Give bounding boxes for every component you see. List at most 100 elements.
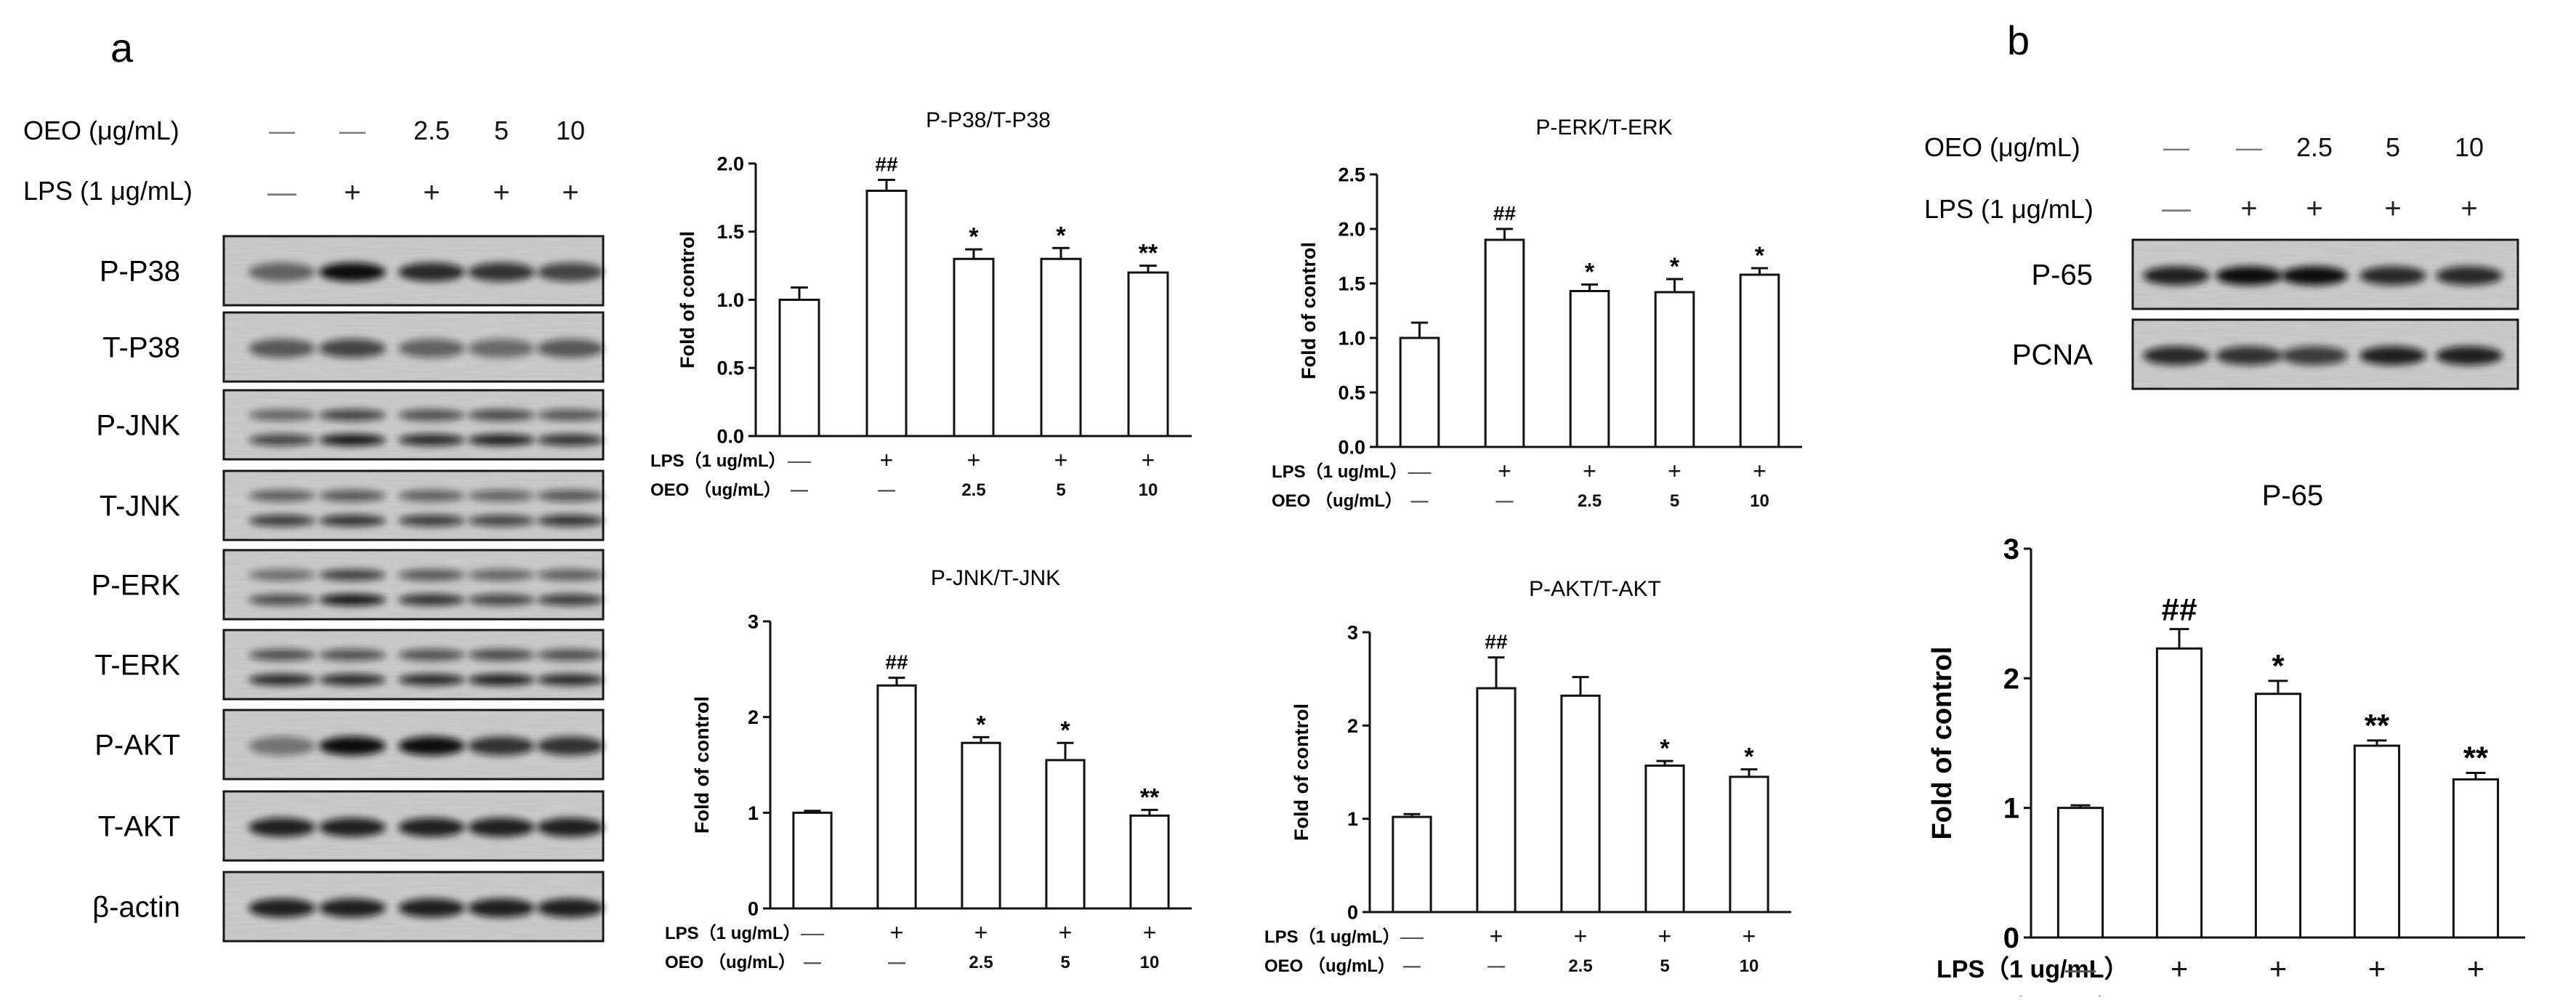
- lps-treatment-4: +: [562, 177, 578, 209]
- band-label-t-jnk: T-JNK: [100, 491, 180, 523]
- oeo-value-3: 5: [1056, 480, 1065, 500]
- oeo-value-0: —: [1403, 956, 1421, 976]
- lps-value-3: +: [1054, 447, 1068, 473]
- bar-0: [1392, 815, 1432, 914]
- bar-3: [1040, 257, 1082, 438]
- chart-title: P-ERK/T-ERK: [1535, 116, 1672, 140]
- bar-3: [2353, 744, 2401, 939]
- significance-mark-2: *: [976, 711, 986, 738]
- y-axis-label: Fold of control: [677, 231, 698, 368]
- bar-0: [792, 811, 833, 910]
- significance-mark-4: **: [1140, 783, 1160, 811]
- lps-value-4: +: [1142, 447, 1155, 473]
- y-tick-label: 0.5: [1338, 382, 1365, 403]
- lps-treatment-0: —: [2162, 193, 2191, 225]
- lps-value-3: +: [1059, 919, 1073, 945]
- lps-treatment-1: +: [2240, 193, 2257, 225]
- bar-1: [1476, 687, 1517, 914]
- lps-treatment-3: +: [493, 177, 509, 209]
- y-tick-label: 3: [748, 610, 759, 632]
- bar-chart-4: P-AKT/T-AKT Fold of control 0 1 2 3 ## * * LPS（1 …: [1264, 577, 1791, 976]
- lps-value-0: —: [801, 919, 824, 945]
- significance-mark-4: *: [1755, 242, 1765, 270]
- oeo-value-2: 2.5: [1568, 956, 1592, 976]
- lps-value-1: +: [1490, 923, 1503, 949]
- panel-label-b: b: [2007, 17, 2030, 63]
- y-tick-label: 2.5: [1338, 164, 1365, 185]
- chart-title: P-P38/T-P38: [926, 108, 1051, 132]
- lps-value-3: +: [1668, 458, 1681, 484]
- y-tick-label: 2: [2003, 663, 2019, 695]
- oeo-value-4: 10: [1750, 491, 1769, 511]
- lps-value-2: +: [1583, 458, 1596, 484]
- bar-0: [2056, 807, 2104, 939]
- oeo-value-3: 5: [1660, 956, 1669, 976]
- blot-strip-pcna: [2131, 318, 2519, 390]
- lps-value-0: —: [2065, 951, 2096, 985]
- chart-title: P-65: [2262, 480, 2324, 512]
- blot-strip-p-p38: [222, 235, 605, 307]
- lps-row-label: LPS（1 ug/mL）: [1937, 955, 2128, 983]
- lps-value-4: +: [1753, 458, 1767, 484]
- band-label-p-akt: P-AKT: [94, 730, 180, 762]
- oeo-value-0: —: [1411, 491, 1429, 511]
- oeo-value-4: 10: [1140, 953, 1160, 972]
- significance-mark-2: *: [969, 223, 979, 251]
- y-tick-label: 3: [2003, 533, 2019, 565]
- bar-1: [876, 684, 917, 910]
- lps-treatment-1: +: [344, 177, 360, 209]
- blot-strip-p-jnk: [222, 389, 605, 461]
- blot-strip-t-erk: [222, 629, 605, 701]
- oeo-dose-1: —: [339, 116, 366, 145]
- lps-value-3: +: [2368, 951, 2386, 985]
- bar-2: [2254, 693, 2302, 939]
- lps-value-0: —: [788, 447, 811, 473]
- band-label-pcna: PCNA: [2012, 339, 2093, 371]
- y-tick-label: 1.0: [716, 289, 744, 311]
- bar-2: [961, 741, 1001, 910]
- lps-value-2: +: [1574, 923, 1588, 949]
- significance-mark-2: *: [2272, 648, 2285, 684]
- blot-strip-t-akt: [222, 790, 605, 862]
- y-tick-label: 0: [2003, 922, 2019, 954]
- oeo-value-2: 2.5: [1578, 491, 1602, 511]
- oeo-value-3: 5: [1670, 491, 1679, 511]
- western-blot-panel-a: OEO (μg/mL) LPS (1 μg/mL) — — 2.5 5 10 — + + + +…: [23, 116, 605, 943]
- blot-a-oeo-label: OEO (μg/mL): [23, 116, 179, 145]
- lps-value-1: +: [1498, 458, 1511, 484]
- significance-mark-3: *: [1670, 253, 1680, 281]
- bar-2: [953, 257, 995, 438]
- lps-value-3: +: [1658, 923, 1672, 949]
- blot-strip-p-65: [2131, 238, 2519, 310]
- y-tick-label: 0.0: [1338, 436, 1365, 458]
- chart-title: P-AKT/T-AKT: [1529, 577, 1661, 601]
- lps-treatment-3: +: [2384, 193, 2401, 225]
- y-tick-label: 2: [748, 706, 759, 728]
- y-tick-label: 1.0: [1338, 327, 1365, 349]
- band-label-p-jnk: P-JNK: [96, 410, 180, 442]
- y-axis-label: Fold of control: [1291, 703, 1312, 841]
- oeo-value-4: 10: [1139, 480, 1158, 500]
- y-tick-label: 3: [1347, 621, 1358, 643]
- bar-1: [1484, 238, 1525, 448]
- y-tick-label: 1: [1347, 808, 1358, 830]
- lps-treatment-0: —: [267, 177, 296, 209]
- lps-value-2: +: [974, 919, 988, 945]
- lps-value-2: +: [967, 447, 981, 473]
- significance-mark-3: *: [1660, 735, 1670, 762]
- lps-value-4: +: [1743, 923, 1756, 949]
- lps-row-label: LPS（1 ug/mL）: [1272, 462, 1408, 482]
- bar-3: [1045, 759, 1086, 910]
- y-tick-label: 0: [748, 898, 759, 919]
- bar-4: [1129, 814, 1170, 910]
- y-tick-label: 1: [748, 802, 759, 824]
- y-axis-label: Fold of control: [1298, 242, 1320, 379]
- y-tick-label: 0: [1347, 901, 1358, 923]
- band-label-β-actin: β-actin: [92, 892, 180, 924]
- significance-mark-3: *: [1060, 717, 1070, 744]
- oeo-row-label: OEO （ug/mL）: [1264, 956, 1395, 976]
- bar-4: [1739, 273, 1780, 448]
- oeo-value-4: 10: [1740, 956, 1759, 976]
